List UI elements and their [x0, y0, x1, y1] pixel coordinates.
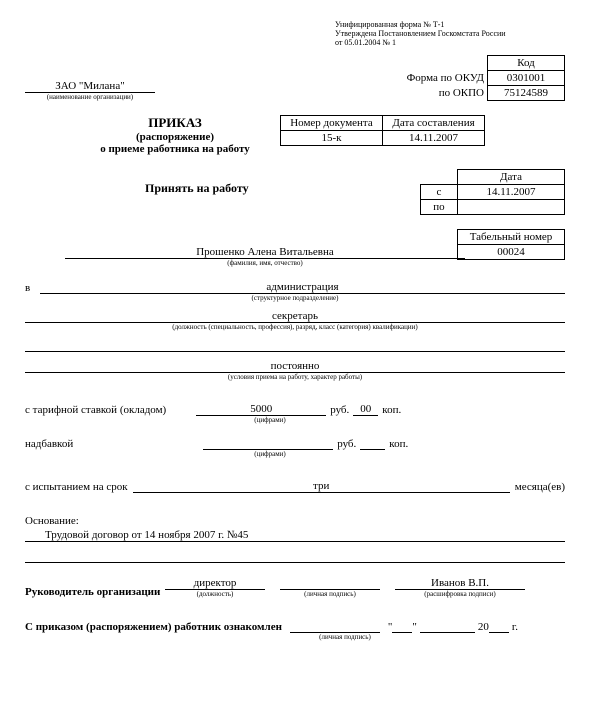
tabel-table: Табельный номер 00024: [457, 229, 565, 260]
ack-sign-sub: (личная подпись): [300, 633, 390, 641]
basis-text: Трудовой договор от 14 ноября 2007 г. №4…: [25, 527, 565, 542]
manager-name-sub: (расшифровка подписи): [395, 590, 525, 598]
ack-month: [420, 620, 475, 633]
basis-label: Основание:: [25, 515, 565, 527]
ack-day: [392, 620, 412, 633]
manager-sign-sub: (личная подпись): [280, 590, 380, 598]
hire-to-label: по: [421, 200, 458, 215]
blank-line-2: [25, 550, 565, 563]
trial-value: три: [133, 480, 510, 493]
form-line2: Утверждена Постановлением Госкомстата Ро…: [335, 29, 565, 38]
docdate-label: Дата составления: [383, 116, 485, 131]
manager-label: Руководитель организации: [25, 586, 165, 598]
org-name: ЗАО "Милана": [25, 80, 155, 93]
title-prikaz: ПРИКАЗ: [75, 115, 275, 131]
dept-sub: (структурное подразделение): [25, 294, 565, 302]
position-value: секретарь: [25, 310, 565, 323]
dept-prefix: в: [25, 282, 40, 294]
blank-line-1: [25, 339, 565, 352]
hire-table: Дата с 14.11.2007 по: [420, 169, 565, 215]
bonus-kop-val: [360, 449, 385, 450]
salary-kop-val: 00: [353, 403, 378, 416]
salary-sub: (цифрами): [205, 416, 335, 424]
salary-rub: руб.: [326, 404, 353, 416]
ack-year-suffix: г.: [509, 621, 518, 633]
ack-year-prefix: 20: [478, 621, 489, 633]
dept-value: администрация: [40, 281, 565, 294]
org-sublabel: (наименование организации): [25, 93, 155, 101]
title-about: о приеме работника на работу: [75, 143, 275, 155]
okud-label: Форма по ОКУД: [404, 71, 488, 86]
fio: Прошенко Алена Витальевна: [65, 246, 465, 259]
manager-sign: [280, 577, 380, 590]
bonus-sub: (цифрами): [205, 450, 335, 458]
tabel-label: Табельный номер: [458, 230, 565, 245]
hire-from-value: 14.11.2007: [458, 185, 565, 200]
title-rasp: (распоряжение): [75, 131, 275, 143]
docnum-label: Номер документа: [281, 116, 383, 131]
form-line3: от 05.01.2004 № 1: [335, 38, 565, 47]
salary-kop: коп.: [378, 404, 405, 416]
trial-unit: месяца(ев): [515, 481, 565, 493]
codes-table: Код Форма по ОКУД 0301001 по ОКПО 751245…: [404, 55, 565, 101]
okpo-value: 75124589: [488, 86, 565, 101]
trial-label: с испытанием на срок: [25, 481, 128, 493]
manager-pos-sub: (должность): [165, 590, 265, 598]
kod-label: Код: [488, 56, 565, 71]
ack-sign: [290, 620, 380, 633]
manager-name: Иванов В.П.: [395, 577, 525, 590]
hire-from-label: с: [421, 185, 458, 200]
bonus-rub: руб.: [333, 438, 360, 450]
hire-label: Принять на работу: [145, 169, 249, 196]
bonus-kop: коп.: [385, 438, 412, 450]
tabel-value: 00024: [458, 245, 565, 260]
fio-sub: (фамилия, имя, отчество): [65, 259, 465, 267]
position-sub: (должность (специальность, профессия), р…: [25, 323, 565, 331]
salary-amount: 5000: [196, 403, 326, 416]
docnum-table: Номер документа Дата составления 15-к 14…: [280, 115, 485, 146]
ack-q2: ": [412, 621, 417, 633]
bonus-label: надбавкой: [25, 438, 73, 450]
docnum-value: 15-к: [281, 131, 383, 146]
salary-label: с тарифной ставкой (окладом): [25, 404, 166, 416]
form-line1: Унифицированная форма № Т-1: [335, 20, 565, 29]
okud-value: 0301001: [488, 71, 565, 86]
hire-to-value: [458, 200, 565, 215]
manager-pos: директор: [165, 577, 265, 590]
okpo-label: по ОКПО: [404, 86, 488, 101]
conditions-sub: (условия приема на работу, характер рабо…: [25, 373, 565, 381]
docdate-value: 14.11.2007: [383, 131, 485, 146]
hire-date-label: Дата: [458, 170, 565, 185]
conditions-value: постоянно: [25, 360, 565, 373]
ack-year: [489, 620, 509, 633]
ack-label: С приказом (распоряжением) работник озна…: [25, 621, 282, 633]
